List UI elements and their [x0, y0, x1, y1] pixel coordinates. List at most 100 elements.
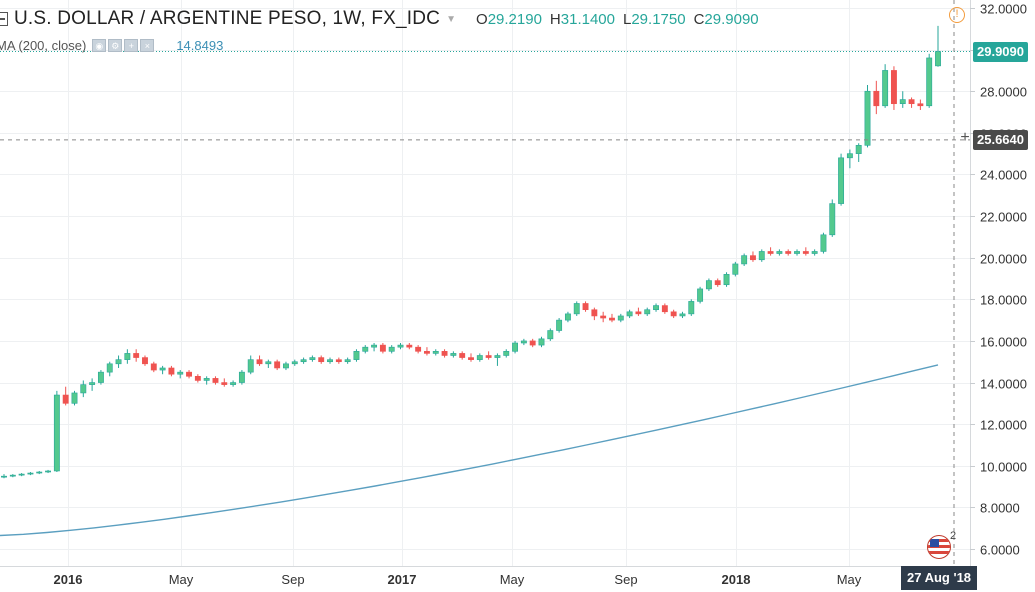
candle-body: [705, 280, 712, 290]
study-name[interactable]: MA (200, close): [0, 37, 87, 53]
crosshair-price-label: 25.6640: [973, 129, 1028, 150]
settings-icon[interactable]: ⚙: [108, 38, 123, 52]
candle-body: [600, 315, 607, 319]
candle-body: [820, 234, 827, 252]
time-tick-label: Sep: [614, 572, 637, 587]
candle-body: [908, 99, 915, 105]
price-tick-label: 22.0000: [980, 210, 1027, 225]
candle-body: [864, 90, 871, 146]
candle-body: [626, 311, 633, 317]
candle-body: [212, 378, 219, 383]
candle-body: [415, 346, 422, 352]
remove-icon[interactable]: ×: [140, 38, 155, 52]
candle-body: [353, 351, 360, 360]
price-tick-label: 20.0000: [980, 252, 1027, 267]
candle-body: [653, 305, 659, 311]
candle-body: [582, 303, 589, 311]
ohlc-low-value: 29.1750: [631, 10, 686, 28]
candle-body: [124, 353, 131, 360]
symbol-title[interactable]: U.S. DOLLAR / ARGENTINE PESO, 1W, FX_IDC: [14, 8, 441, 29]
candle-body: [767, 251, 774, 254]
candle-body: [309, 357, 316, 360]
candle-body: [45, 470, 52, 473]
candle-body: [256, 359, 263, 365]
price-tick-label: 32.0000: [980, 2, 1027, 17]
candle-body: [221, 382, 228, 385]
candle-body: [406, 344, 413, 348]
price-tick-label: 12.0000: [980, 418, 1027, 433]
candle-body: [159, 367, 166, 371]
ohlc-open: O29.2190: [476, 11, 542, 28]
candle-body: [485, 355, 492, 358]
time-tick-label: May: [169, 572, 194, 587]
candle-body: [247, 359, 254, 373]
moving-average-line: [0, 364, 939, 537]
add-icon[interactable]: +: [124, 38, 139, 52]
candle-body: [661, 305, 668, 313]
candle-body: [785, 251, 792, 254]
candle-body: [71, 392, 78, 404]
candle-body: [150, 363, 157, 371]
candle-body: [732, 263, 739, 275]
candle-body: [899, 99, 906, 105]
candle-body: [547, 330, 554, 340]
candle-body: [741, 255, 748, 265]
candle-body: [750, 255, 756, 261]
candle-body: [714, 280, 721, 286]
us-flag-icon[interactable]: [927, 535, 951, 559]
ohlc-high: H31.1400: [550, 11, 615, 28]
candle-body: [362, 346, 369, 352]
study-value: 14.8493: [176, 37, 224, 53]
chart-grid: [0, 0, 975, 566]
candle-body: [758, 251, 765, 261]
time-axis-labels[interactable]: 2016 May Sep 2017 May Sep 2018 May: [54, 572, 862, 587]
candle-body: [670, 311, 677, 317]
eye-icon[interactable]: ◉: [92, 38, 107, 52]
candle-body: [371, 344, 378, 348]
candle-body: [335, 359, 342, 363]
candle-body: [203, 378, 210, 381]
candle-body: [115, 359, 122, 365]
candle-body: [926, 57, 933, 107]
study-legend-row[interactable]: MA (200, close) ◉ ⚙ + × 14.8493: [0, 36, 223, 54]
candles-layer: [1, 25, 941, 479]
candle-body: [609, 317, 615, 321]
ohlc-high-value: 31.1400: [560, 10, 615, 28]
time-tick-label: May: [837, 572, 862, 587]
candle-body: [238, 371, 245, 383]
crosshair-plus-icon[interactable]: +: [960, 129, 970, 146]
candle-body: [265, 361, 272, 365]
collapse-legend-icon[interactable]: [0, 12, 8, 26]
price-tick-label: 14.0000: [980, 377, 1027, 392]
candle-body: [635, 311, 642, 315]
candle-body: [318, 357, 325, 363]
candle-body: [811, 251, 818, 254]
candle-body: [344, 359, 351, 363]
ohlc-open-value: 29.2190: [487, 10, 542, 28]
candle-body: [53, 394, 60, 472]
candle-body: [177, 371, 184, 375]
candle-body: [644, 309, 651, 315]
candle-body: [327, 359, 333, 363]
candle-body: [564, 313, 571, 321]
price-tick-label: 6.0000: [980, 543, 1020, 558]
candle-body: [679, 313, 686, 317]
candle-body: [168, 367, 175, 375]
price-tick-label: 16.0000: [980, 335, 1027, 350]
candle-body: [80, 384, 87, 394]
candle-body: [459, 353, 466, 358]
alert-clock-icon[interactable]: !: [949, 7, 965, 23]
candle-body: [230, 382, 237, 385]
chart-header: U.S. DOLLAR / ARGENTINE PESO, 1W, FX_IDC…: [0, 6, 960, 32]
chevron-down-icon[interactable]: ▼: [446, 13, 457, 25]
candle-body: [97, 371, 104, 383]
candle-body: [882, 70, 889, 107]
candle-body: [935, 51, 941, 67]
candle-body: [1, 475, 7, 478]
candle-body: [388, 346, 395, 352]
candle-body: [573, 303, 580, 315]
candle-body: [300, 359, 307, 363]
candle-body: [688, 301, 695, 315]
candle-body: [274, 361, 281, 369]
